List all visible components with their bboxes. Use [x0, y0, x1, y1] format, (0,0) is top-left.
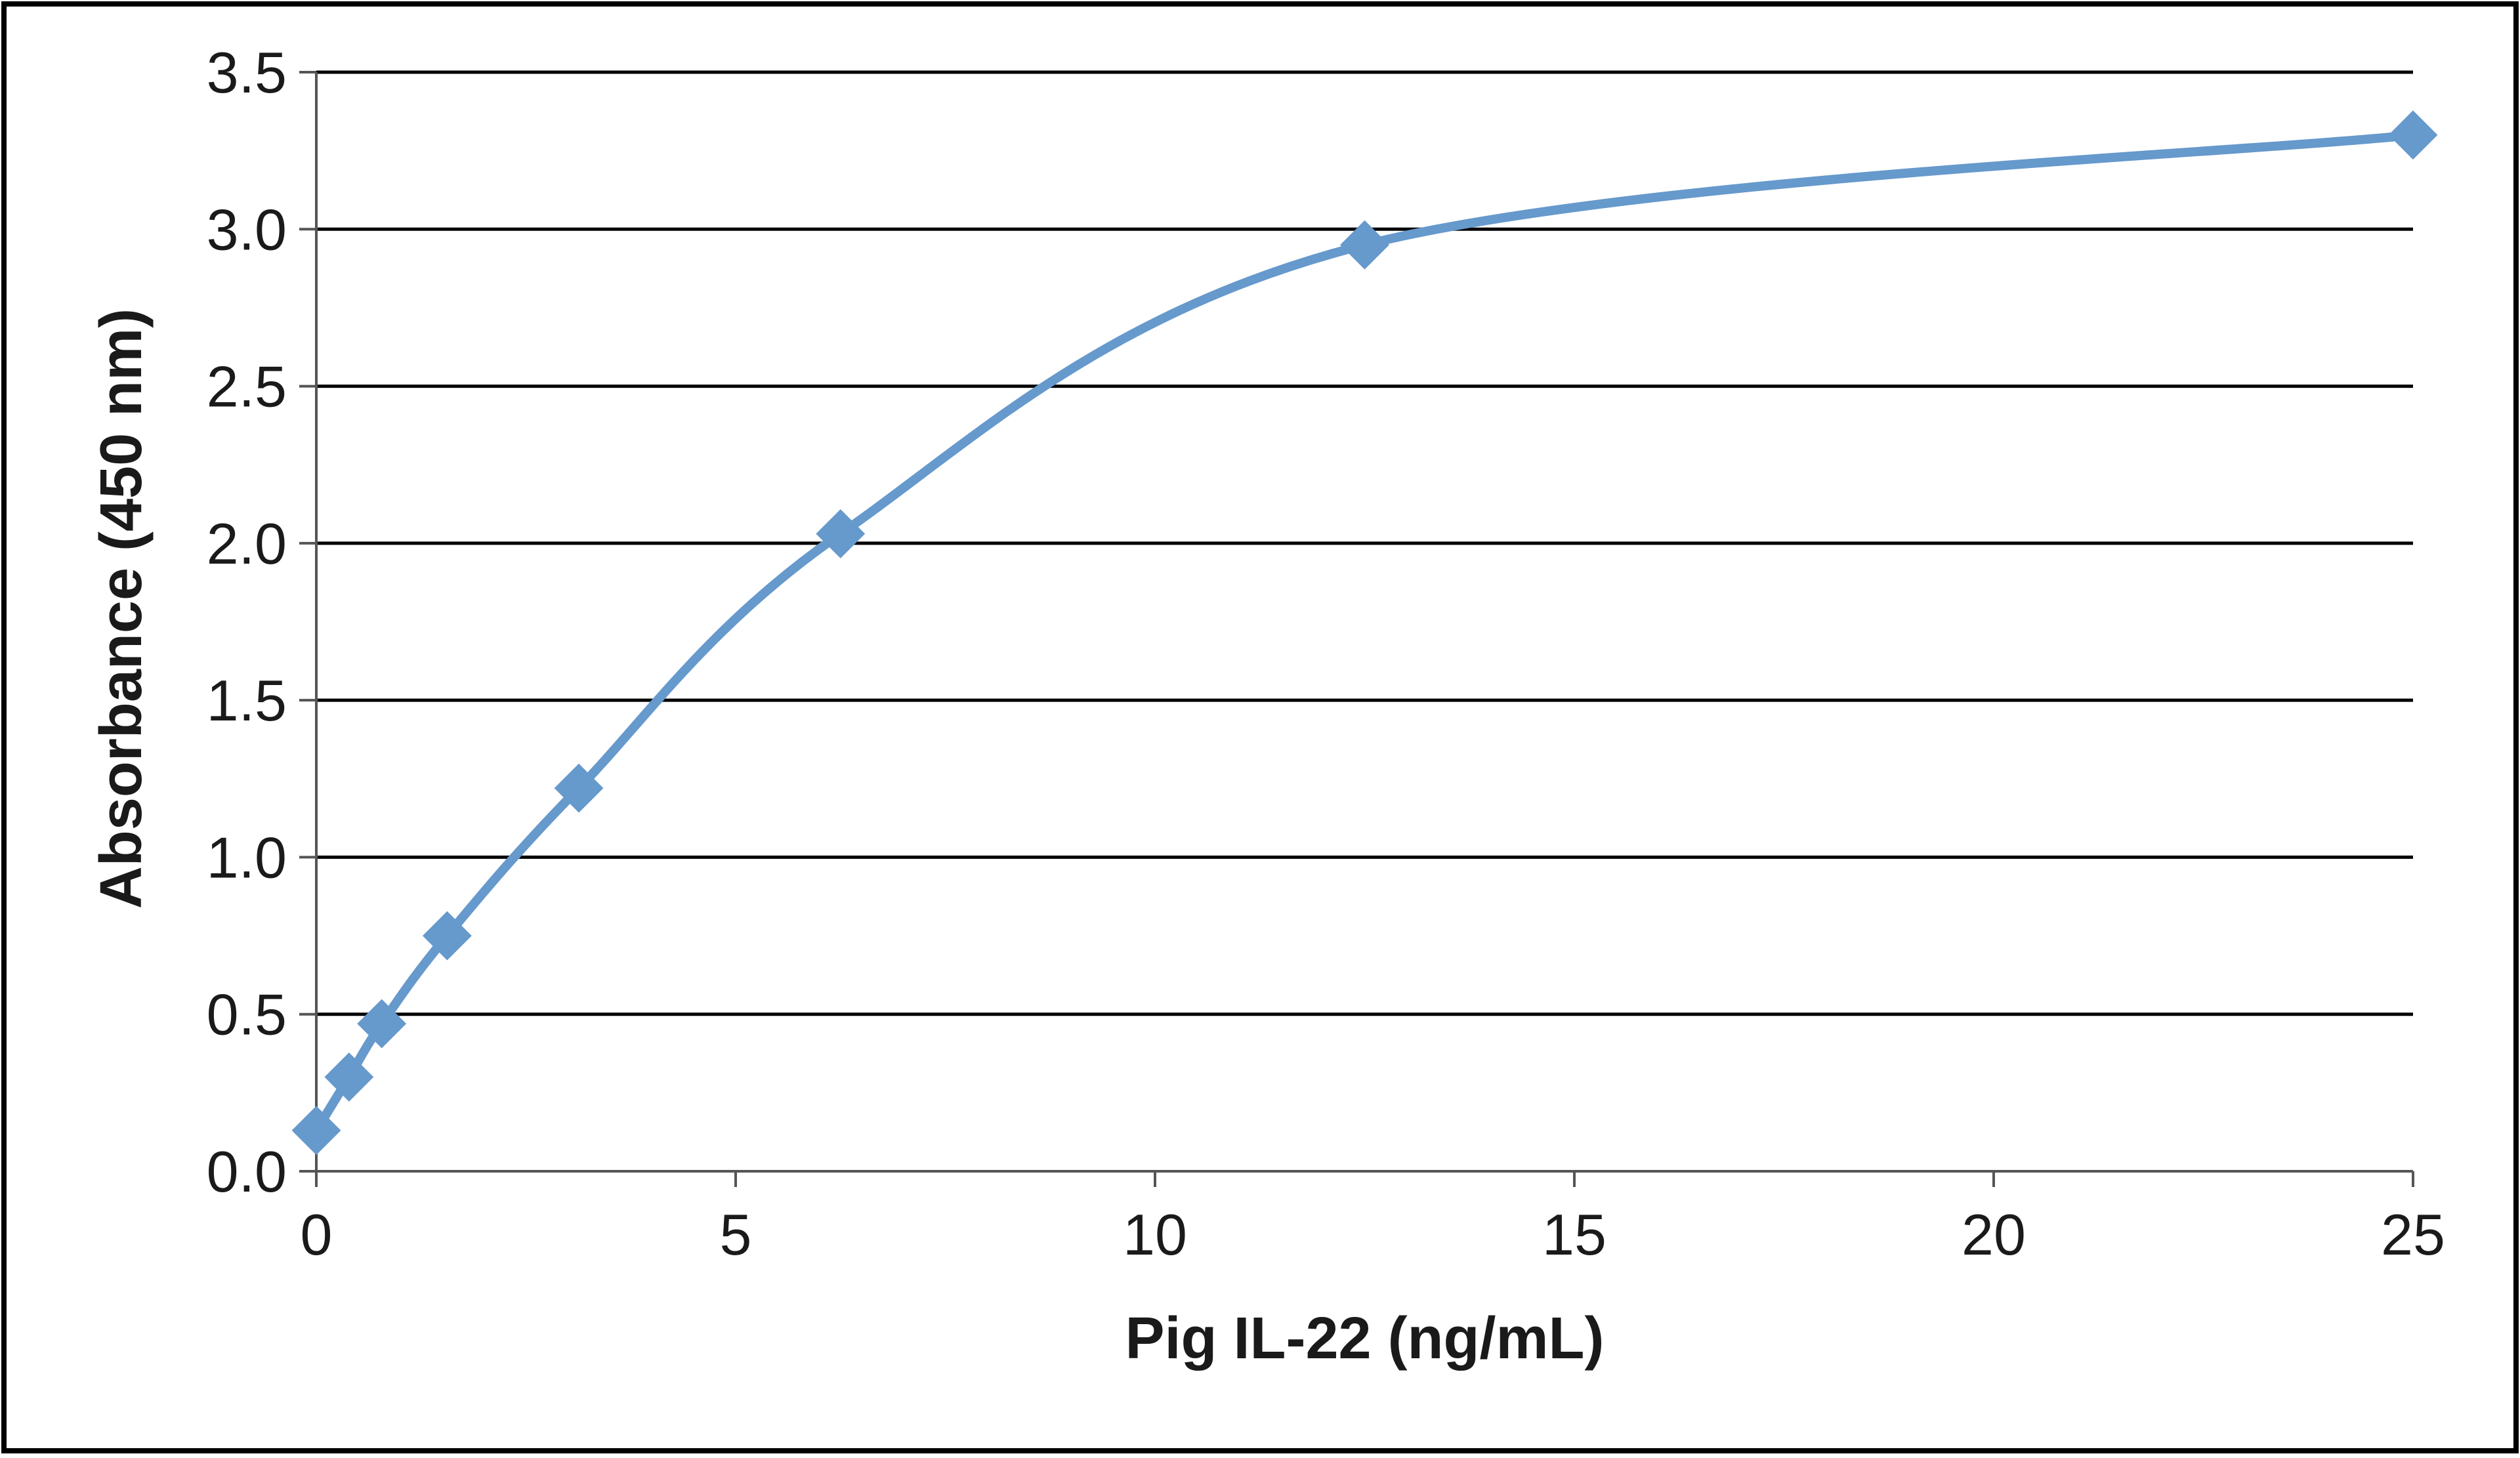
data-point-marker	[2388, 110, 2438, 160]
x-tick-label: 10	[1123, 1202, 1187, 1267]
x-tick-label: 15	[1542, 1202, 1606, 1267]
x-axis-title: Pig IL-22 (ng/mL)	[1125, 1306, 1605, 1371]
tick-labels: 0.0 0.5 1.0 1.5 2.0 2.5 3.0 3.5 0 5 10 15 20 25	[207, 40, 2445, 1267]
data-series	[291, 110, 2438, 1156]
y-tick-label: 0.5	[207, 982, 287, 1047]
data-point-marker	[357, 999, 407, 1049]
x-tick-label: 25	[2381, 1202, 2445, 1267]
y-tick-label: 0.0	[207, 1139, 287, 1204]
data-point-marker	[324, 1052, 374, 1102]
data-point-marker	[1340, 220, 1389, 270]
x-tick-label: 5	[720, 1202, 752, 1267]
y-tick-label: 1.5	[207, 668, 287, 733]
data-point-marker	[554, 763, 604, 813]
y-tick-label: 3.5	[207, 40, 287, 105]
data-point-marker	[291, 1106, 341, 1156]
data-point-marker	[816, 509, 866, 558]
axes	[299, 71, 2414, 1187]
y-tick-label: 2.5	[207, 354, 287, 419]
y-tick-label: 1.0	[207, 825, 287, 890]
x-tick-label: 20	[1962, 1202, 2026, 1267]
y-tick-label: 3.0	[207, 197, 287, 262]
x-tick-label: 0	[301, 1202, 333, 1267]
y-axis-title: Absorbance (450 nm)	[89, 308, 154, 909]
y-tick-label: 2.0	[207, 511, 287, 576]
data-point-marker	[422, 911, 472, 961]
